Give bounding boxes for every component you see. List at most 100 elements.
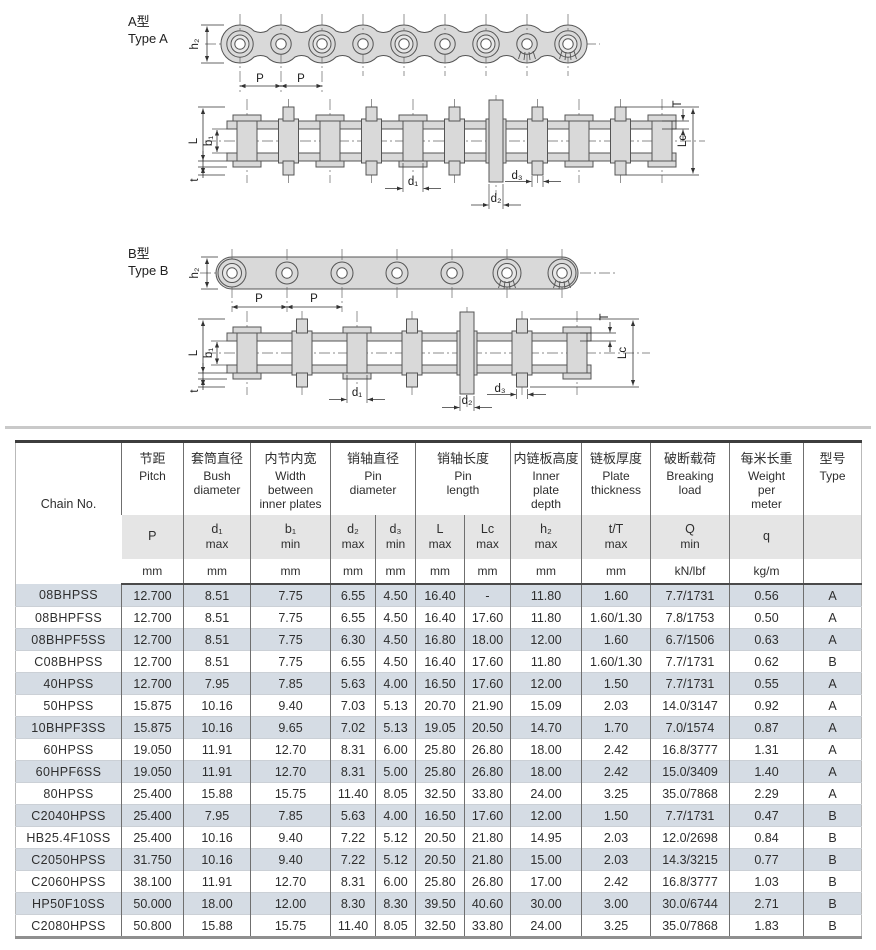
data-cell: 1.70 <box>581 716 651 739</box>
data-cell: 7.0/1574 <box>650 716 730 739</box>
data-cell: A <box>803 606 862 629</box>
data-cell: 16.8/3777 <box>650 738 730 761</box>
data-cell: 6.00 <box>375 870 416 893</box>
type-b-title-en: Type B <box>128 263 168 278</box>
data-cell: 30.0/6744 <box>650 892 730 915</box>
data-cell: 0.77 <box>729 848 804 871</box>
data-cell: 12.0/2698 <box>650 826 730 849</box>
chain-no-cell: C2080HPSS <box>15 914 122 938</box>
data-cell: 6.00 <box>375 738 416 761</box>
data-cell: 7.85 <box>250 804 331 827</box>
data-cell: 1.60 <box>581 628 651 651</box>
data-cell: 1.50 <box>581 672 651 695</box>
table-row: 40HPSS 12.700 7.95 7.85 5.63 4.00 16.50 17.60 12… <box>15 672 862 695</box>
dim-label-b1-b: b₁ <box>203 348 215 358</box>
data-cell: 8.30 <box>330 892 376 915</box>
data-cell: 15.88 <box>183 782 251 805</box>
col-header-plate-thickness: 链板厚度 Plate thickness <box>581 441 651 515</box>
data-cell: 8.05 <box>375 914 416 938</box>
data-cell: 14.95 <box>510 826 582 849</box>
data-cell: 7.95 <box>183 672 251 695</box>
data-cell: 17.60 <box>463 804 511 827</box>
symbol-d2: d₂ max <box>330 515 376 559</box>
data-cell: 11.40 <box>330 782 376 805</box>
data-cell: 32.50 <box>415 782 465 805</box>
table-row: C2040HPSS 25.400 7.95 7.85 5.63 4.00 16.50 17.6… <box>15 804 862 827</box>
data-cell: A <box>803 628 862 651</box>
table-body: 08BHPSS 12.700 8.51 7.75 6.55 4.50 16.40-11.80… <box>15 584 862 938</box>
data-cell: 12.00 <box>510 672 582 695</box>
data-cell: 8.31 <box>330 760 376 783</box>
data-cell: 50.800 <box>121 914 184 938</box>
chain-no-cell: 50HPSS <box>15 694 122 717</box>
data-cell: 5.63 <box>330 672 376 695</box>
col-header-pitch: 节距 Pitch <box>121 441 184 515</box>
dim-label-p1-b: P <box>255 293 263 305</box>
col-header-bush-diameter: 套筒直径 Bush diameter <box>183 441 251 515</box>
data-cell: 40.60 <box>463 892 511 915</box>
chain-no-cell: 40HPSS <box>15 672 122 695</box>
symbol-pitch: P <box>121 515 184 559</box>
data-cell: 8.31 <box>330 738 376 761</box>
data-cell: 25.80 <box>415 738 465 761</box>
data-cell: 17.60 <box>463 606 511 629</box>
data-cell: 30.00 <box>510 892 582 915</box>
data-cell: 7.22 <box>330 826 376 849</box>
chain-spec-table: Chain No. 节距 Pitch 套筒直径 Bush diameter 内节内宽… <box>15 440 863 939</box>
data-cell: 11.40 <box>330 914 376 938</box>
data-cell: A <box>803 672 862 695</box>
dim-label-L-b: L <box>188 349 200 356</box>
unit-d2: mm <box>330 559 376 585</box>
chain-no-cell: C2040HPSS <box>15 804 122 827</box>
data-cell: 10.16 <box>183 694 251 717</box>
data-cell: 7.03 <box>330 694 376 717</box>
unit-type-empty <box>803 559 862 585</box>
data-cell: 19.050 <box>121 760 184 783</box>
data-cell: 6.55 <box>330 584 376 607</box>
data-cell: 4.50 <box>375 650 416 673</box>
data-cell: 3.25 <box>581 914 651 938</box>
section-divider <box>5 426 871 429</box>
data-cell: 16.50 <box>415 672 465 695</box>
type-a-title-cn: A型 <box>128 14 150 29</box>
header-row-names: Chain No. 节距 Pitch 套筒直径 Bush diameter 内节内宽… <box>15 441 862 584</box>
table-row: 60HPF6SS 19.050 11.91 12.70 8.31 5.00 25.80 26.… <box>15 760 862 783</box>
data-cell: 9.65 <box>250 716 331 739</box>
data-cell: 0.56 <box>729 584 804 607</box>
data-cell: 10.16 <box>183 848 251 871</box>
unit-d1: mm <box>183 559 251 585</box>
data-cell: 7.22 <box>330 848 376 871</box>
data-cell: 12.700 <box>121 650 184 673</box>
data-cell: 0.87 <box>729 716 804 739</box>
data-cell: 26.80 <box>463 870 511 893</box>
data-cell: 0.55 <box>729 672 804 695</box>
dim-label-h2-a: h₂ <box>189 39 201 50</box>
data-cell: 0.63 <box>729 628 804 651</box>
data-cell: 15.75 <box>250 914 331 938</box>
chain-no-cell: 80HPSS <box>15 782 122 805</box>
data-cell: 6.30 <box>330 628 376 651</box>
data-cell: 18.00 <box>183 892 251 915</box>
data-cell: 14.70 <box>510 716 582 739</box>
data-cell: 12.70 <box>250 760 331 783</box>
data-cell: 1.40 <box>729 760 804 783</box>
data-cell: 8.51 <box>183 650 251 673</box>
data-cell: 9.40 <box>250 848 331 871</box>
data-cell: 7.7/1731 <box>650 672 730 695</box>
data-cell: 1.83 <box>729 914 804 938</box>
data-cell: 7.75 <box>250 628 331 651</box>
data-cell: 15.09 <box>510 694 582 717</box>
data-cell: 25.80 <box>415 870 465 893</box>
data-cell: B <box>803 848 862 871</box>
data-cell: 20.50 <box>415 848 465 871</box>
data-cell: 16.8/3777 <box>650 870 730 893</box>
data-cell: 12.00 <box>510 804 582 827</box>
data-cell: 8.31 <box>330 870 376 893</box>
table-row: C08BHPSS 12.700 8.51 7.75 6.55 4.50 16.40 17.60… <box>15 650 862 673</box>
data-cell: A <box>803 738 862 761</box>
data-cell: 18.00 <box>510 760 582 783</box>
type-b-top-view <box>200 249 618 312</box>
data-cell: 0.62 <box>729 650 804 673</box>
data-cell: 15.00 <box>510 848 582 871</box>
col-header-breaking-load: 破断载荷 Breaking load <box>650 441 730 515</box>
